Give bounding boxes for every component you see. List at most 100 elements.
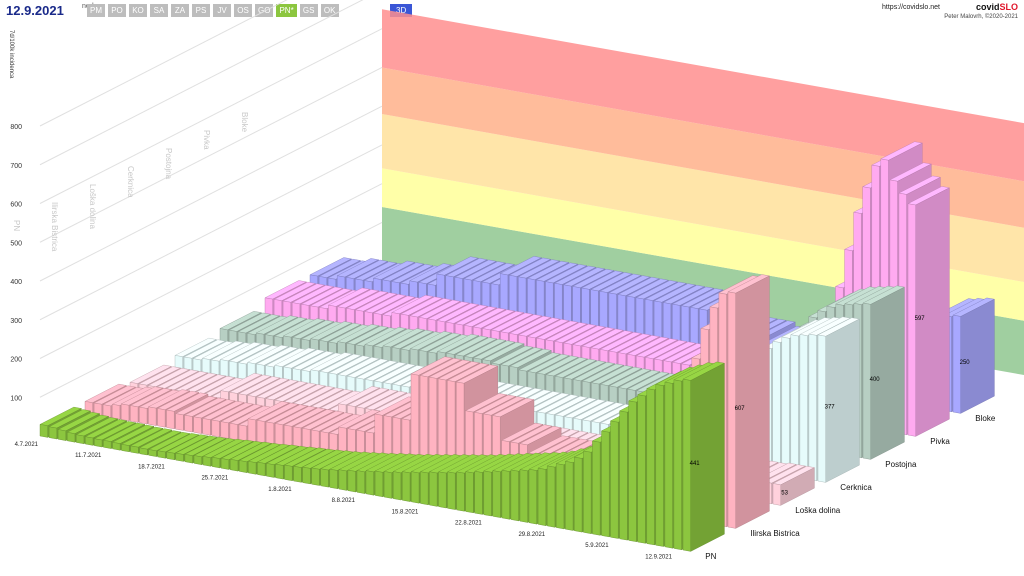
bar xyxy=(75,434,85,445)
y-tick-label: 600 xyxy=(10,202,22,209)
bar xyxy=(583,450,592,534)
region-tab-os[interactable]: OS xyxy=(234,4,252,17)
bar xyxy=(193,455,202,465)
region-tab-sa[interactable]: SA xyxy=(150,4,168,17)
bar xyxy=(57,429,67,441)
bar xyxy=(229,459,239,472)
bar xyxy=(592,440,601,536)
date-label: 12.9.2021 xyxy=(6,3,64,18)
brand-logo: covidSLO xyxy=(976,2,1018,12)
wall-series-label: Cerknica xyxy=(126,166,135,198)
x-tick-label: 29.8.2021 xyxy=(518,532,545,538)
y-gridline xyxy=(39,28,383,204)
region-tab-gs[interactable]: GS xyxy=(299,4,318,17)
bar xyxy=(184,454,193,464)
bar xyxy=(456,471,465,512)
x-tick-label: 4.7.2021 xyxy=(15,442,39,448)
bar xyxy=(772,483,781,506)
region-tab-ps[interactable]: PS xyxy=(192,4,210,17)
bar xyxy=(862,302,871,460)
y-gridline xyxy=(39,105,383,282)
bar xyxy=(447,471,456,510)
bar xyxy=(48,426,57,440)
author-credit: Peter Malovrh, ©2020-2021 xyxy=(944,14,1018,20)
bar xyxy=(574,456,583,533)
region-tab-pn[interactable]: PN* xyxy=(276,4,297,17)
bar xyxy=(619,410,628,541)
bar xyxy=(528,468,537,525)
region-tab-ok[interactable]: OK xyxy=(320,4,339,17)
region-tab-ko[interactable]: KO xyxy=(129,4,147,17)
bar xyxy=(537,467,546,526)
bar xyxy=(211,419,220,438)
bar xyxy=(183,356,193,371)
region-tab-pm[interactable]: PM xyxy=(87,4,105,17)
bar xyxy=(248,461,257,475)
bar xyxy=(130,445,139,454)
wall-series-label: PN xyxy=(12,220,21,231)
region-tab-za[interactable]: ZA xyxy=(171,4,189,17)
bar xyxy=(66,432,76,443)
x-tick-label: 12.9.2021 xyxy=(645,554,672,560)
y-gridline xyxy=(39,67,383,243)
bar xyxy=(556,463,565,530)
bar xyxy=(790,334,799,478)
series-last-value-label: 607 xyxy=(735,406,746,412)
bar xyxy=(157,408,166,428)
wall-series-label: Bloke xyxy=(240,112,249,133)
series-last-value-label: 53 xyxy=(781,490,788,496)
y-gridline xyxy=(39,183,383,359)
bar xyxy=(519,469,528,523)
bar xyxy=(202,456,211,467)
series-name-label: PN xyxy=(705,552,716,561)
series-name-label: Pivka xyxy=(930,437,950,446)
y-tick-label: 300 xyxy=(10,318,22,325)
bar xyxy=(184,414,193,433)
bar-side xyxy=(915,187,950,437)
bar xyxy=(610,420,619,539)
region-tab-po[interactable]: PO xyxy=(108,4,126,17)
bar-side xyxy=(735,275,770,529)
bar xyxy=(192,358,202,372)
bar xyxy=(320,468,329,488)
brand-prefix: covid xyxy=(975,2,1000,12)
bar xyxy=(817,334,826,483)
bar xyxy=(682,378,691,552)
x-tick-label: 25.7.2021 xyxy=(201,476,228,482)
bar xyxy=(547,465,556,528)
bar xyxy=(112,442,121,451)
wall-series-label: Pivka xyxy=(202,130,211,150)
bar xyxy=(329,468,338,489)
x-tick-label: 11.7.2021 xyxy=(75,453,102,459)
series-last-value-label: 400 xyxy=(870,377,881,383)
bar xyxy=(637,394,646,544)
bar xyxy=(474,470,483,515)
bar xyxy=(565,461,574,531)
bar xyxy=(85,436,94,446)
bar xyxy=(383,471,392,499)
bar xyxy=(229,360,238,379)
bars: 250 Bloke Bloke 597 Pivka Pivka 400 Postojna Pos… xyxy=(12,112,996,561)
bar xyxy=(799,334,808,480)
bar xyxy=(120,403,130,422)
bar xyxy=(175,452,184,462)
bar xyxy=(293,465,302,483)
bar xyxy=(275,463,284,480)
bar xyxy=(257,461,266,477)
x-tick-label: 15.8.2021 xyxy=(392,509,419,515)
bar xyxy=(501,469,510,520)
bar xyxy=(266,463,275,478)
threshold-band xyxy=(382,9,1024,182)
bar xyxy=(646,388,655,546)
wall-series-label: Ilirska Bistrica xyxy=(50,202,59,252)
bar xyxy=(429,471,438,507)
bar xyxy=(238,424,247,442)
bar xyxy=(664,381,673,549)
region-tab-jv[interactable]: JV xyxy=(213,4,231,17)
y-tick-label: 400 xyxy=(10,279,22,286)
x-tick-label: 5.9.2021 xyxy=(585,543,609,549)
series-name-label: Bloke xyxy=(975,414,996,423)
bar xyxy=(202,418,211,436)
series-last-value-label: 597 xyxy=(915,316,926,322)
site-url-link[interactable]: https://covidslo.net xyxy=(882,4,940,11)
